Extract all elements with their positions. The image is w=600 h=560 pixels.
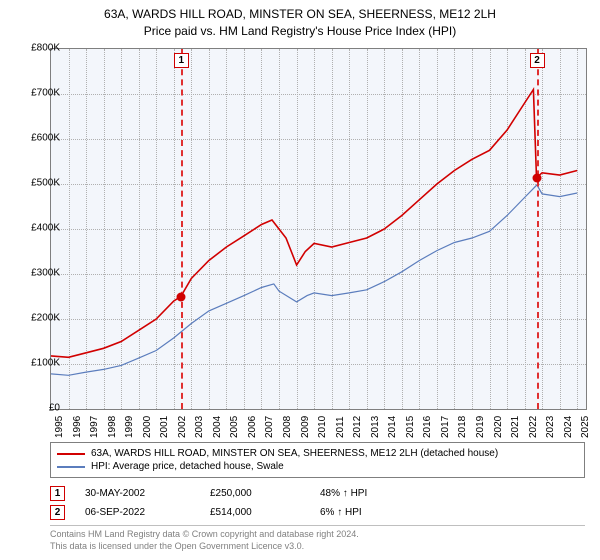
sale-row-2: 2 06-SEP-2022 £514,000 6% ↑ HPI bbox=[50, 503, 585, 522]
sale-price-1: £250,000 bbox=[210, 488, 300, 499]
sale-rel-2: 6% ↑ HPI bbox=[320, 507, 362, 518]
title-line2: Price paid vs. HM Land Registry's House … bbox=[0, 23, 600, 40]
legend-swatch-hpi bbox=[57, 466, 85, 468]
sales-table: 1 30-MAY-2002 £250,000 48% ↑ HPI 2 06-SE… bbox=[50, 484, 585, 522]
sale-row-1: 1 30-MAY-2002 £250,000 48% ↑ HPI bbox=[50, 484, 585, 503]
legend-row-hpi: HPI: Average price, detached house, Swal… bbox=[57, 460, 578, 473]
title-line1: 63A, WARDS HILL ROAD, MINSTER ON SEA, SH… bbox=[0, 6, 600, 23]
sale-rel-1: 48% ↑ HPI bbox=[320, 488, 367, 499]
legend-label-property: 63A, WARDS HILL ROAD, MINSTER ON SEA, SH… bbox=[91, 448, 498, 459]
sale-date-2: 06-SEP-2022 bbox=[85, 507, 190, 518]
legend-label-hpi: HPI: Average price, detached house, Swal… bbox=[91, 461, 284, 472]
legend: 63A, WARDS HILL ROAD, MINSTER ON SEA, SH… bbox=[50, 442, 585, 478]
footer-line2: This data is licensed under the Open Gov… bbox=[50, 541, 585, 553]
sale-date-1: 30-MAY-2002 bbox=[85, 488, 190, 499]
sale-marker-2: 2 bbox=[50, 505, 65, 520]
title-block: 63A, WARDS HILL ROAD, MINSTER ON SEA, SH… bbox=[0, 0, 600, 40]
legend-row-property: 63A, WARDS HILL ROAD, MINSTER ON SEA, SH… bbox=[57, 447, 578, 460]
chart-area: 12 bbox=[50, 48, 587, 410]
sale-marker-1: 1 bbox=[50, 486, 65, 501]
chart-container: 63A, WARDS HILL ROAD, MINSTER ON SEA, SH… bbox=[0, 0, 600, 560]
legend-swatch-property bbox=[57, 453, 85, 455]
line-series bbox=[51, 49, 586, 409]
footer: Contains HM Land Registry data © Crown c… bbox=[50, 525, 585, 552]
footer-line1: Contains HM Land Registry data © Crown c… bbox=[50, 529, 585, 541]
sale-price-2: £514,000 bbox=[210, 507, 300, 518]
